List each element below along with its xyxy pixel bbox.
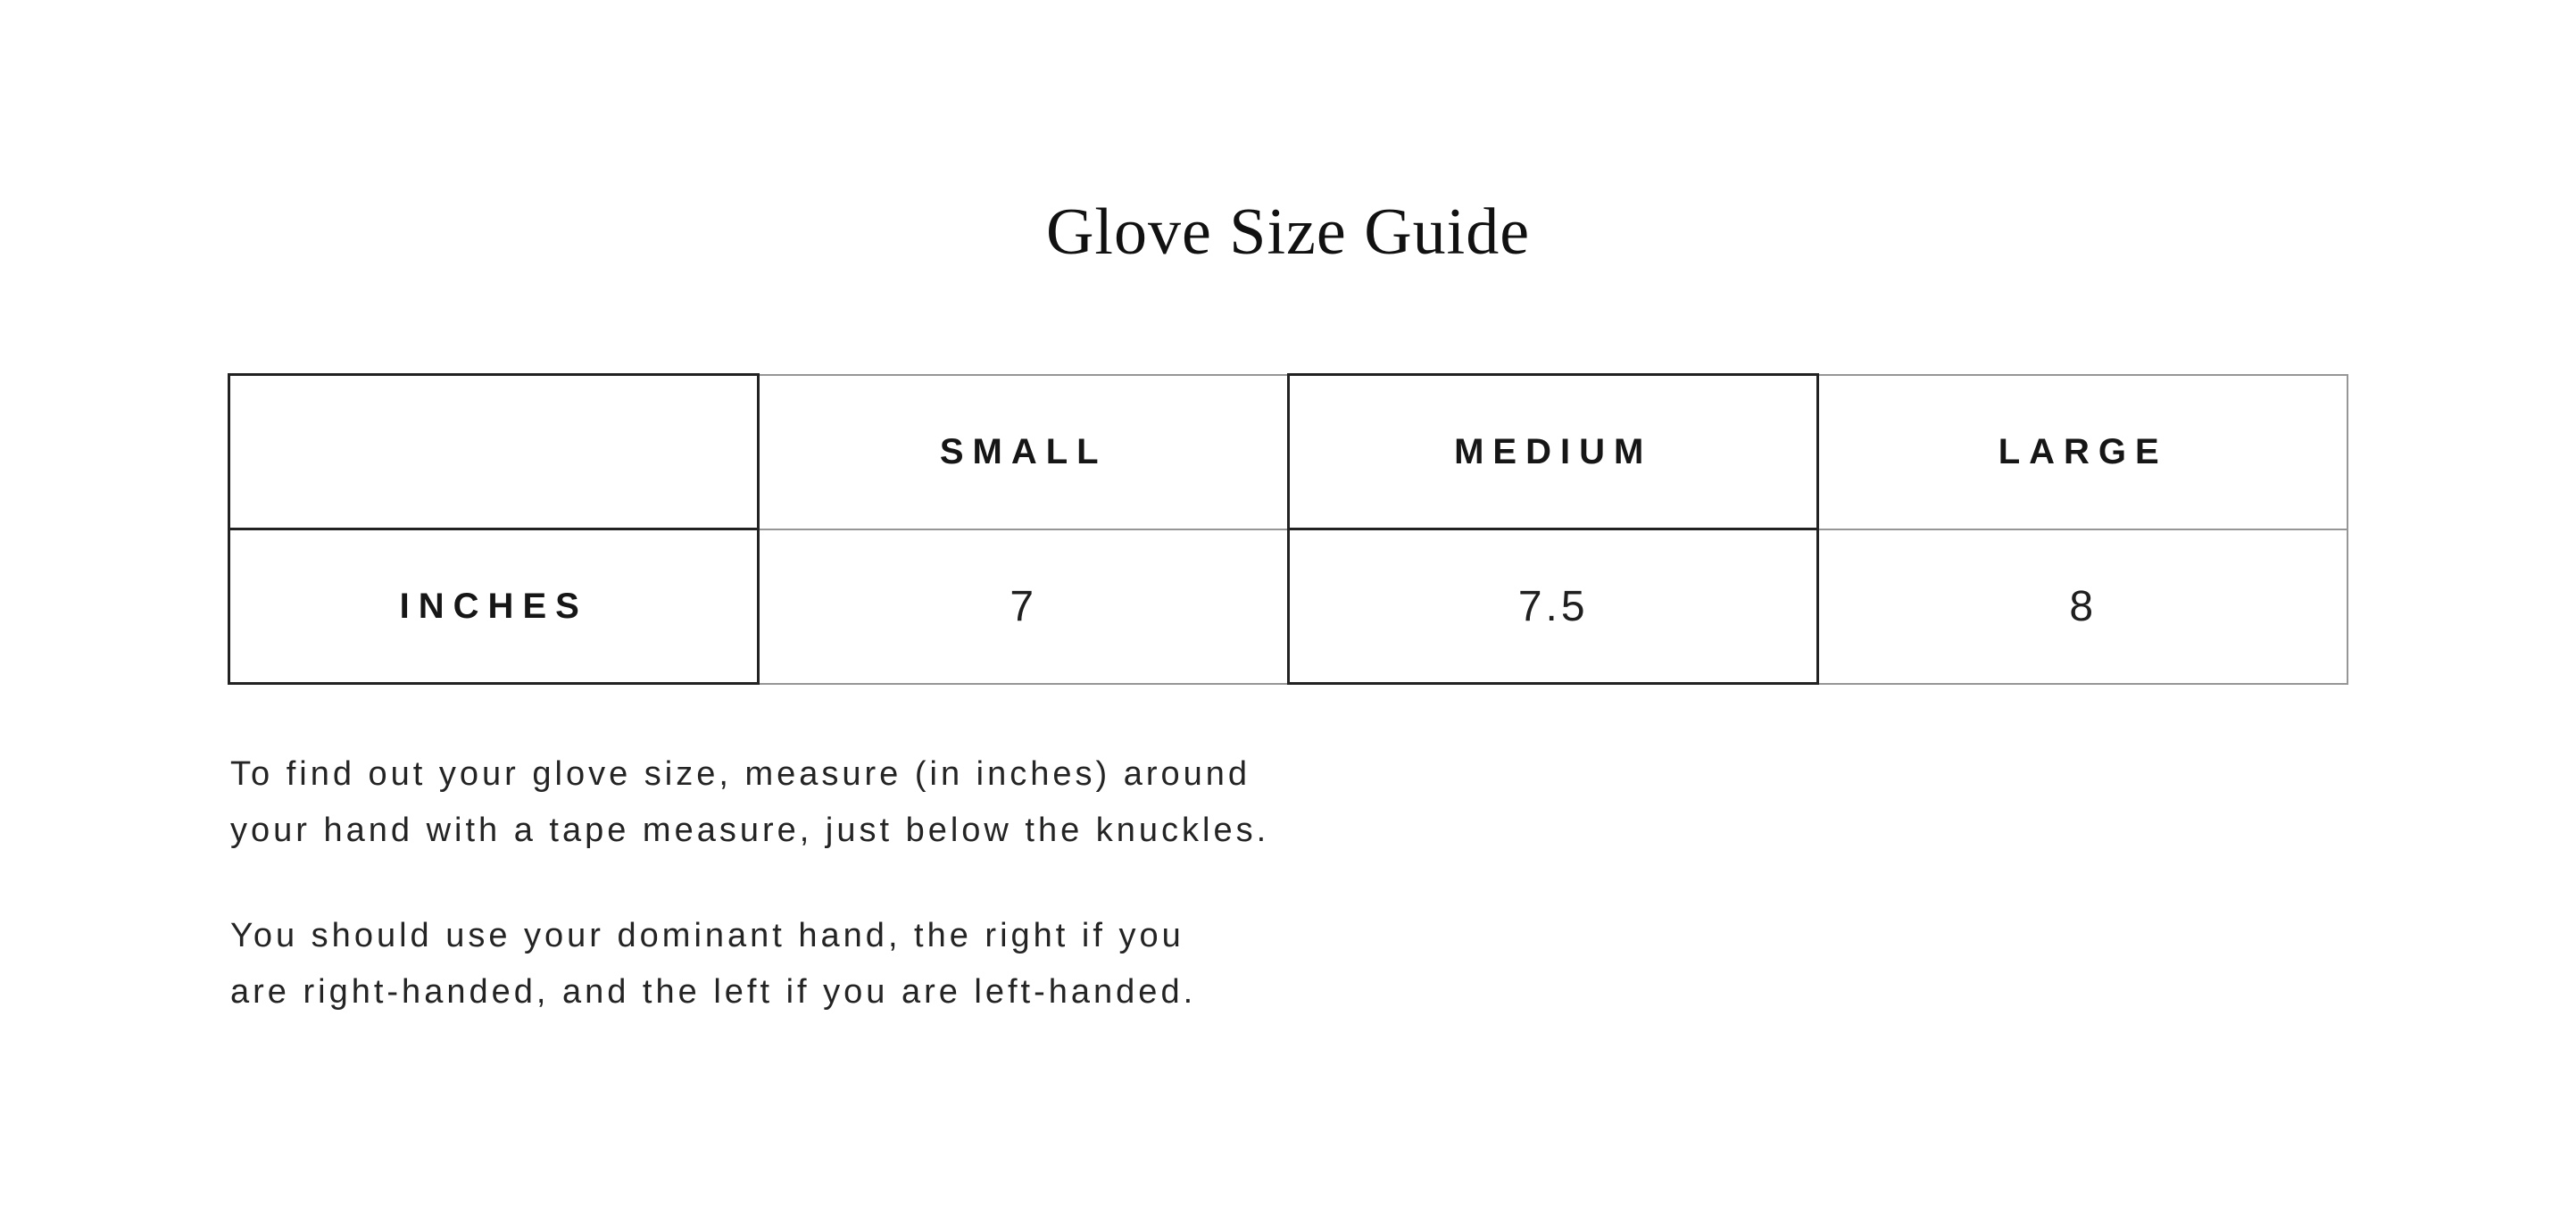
table-header-row: SMALL MEDIUM LARGE [227,373,2349,530]
measurement-instructions: To find out your glove size, measure (in… [230,746,1569,1070]
size-value-medium: 7.5 [1286,528,1820,685]
size-value-large: 8 [1816,528,2349,685]
instruction-line: To find out your glove size, measure (in… [230,755,1251,793]
instruction-paragraph-dominant-hand: You should use your dominant hand, the r… [230,908,1569,1020]
instruction-line: You should use your dominant hand, the r… [230,917,1184,954]
instruction-paragraph-measure: To find out your glove size, measure (in… [230,746,1569,859]
glove-size-table: SMALL MEDIUM LARGE INCHES 7 7.5 8 [227,373,2349,685]
corner-cell [227,373,760,530]
column-header-medium: MEDIUM [1286,373,1820,530]
row-header-inches: INCHES [227,528,760,685]
table-values-row: INCHES 7 7.5 8 [227,528,2349,685]
size-value-small: 7 [757,528,1290,685]
column-header-small: SMALL [757,373,1290,530]
page-title: Glove Size Guide [1045,195,1531,269]
instruction-line: your hand with a tape measure, just belo… [230,812,1270,849]
instruction-line: are right-handed, and the left if you ar… [230,973,1197,1011]
column-header-large: LARGE [1816,373,2349,530]
